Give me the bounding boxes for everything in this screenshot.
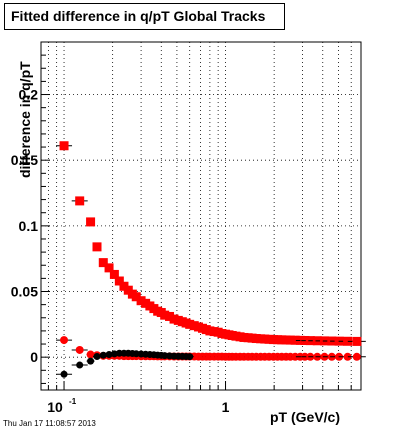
x-axis-label: pT (GeV/c) xyxy=(270,409,341,425)
data-point-circle xyxy=(76,361,84,369)
data-point-square xyxy=(86,217,96,227)
data-point-circle xyxy=(186,353,194,361)
data-point-circle xyxy=(60,336,69,345)
y-axis-label: difference in q/pT xyxy=(17,61,33,178)
data-point-square xyxy=(136,296,146,306)
timestamp: Thu Jan 17 11:08:57 2013 xyxy=(3,419,96,428)
y-tick-label: 0 xyxy=(30,349,38,365)
data-point-square xyxy=(352,336,362,346)
data-point-square xyxy=(160,310,170,320)
data-point-circle xyxy=(93,353,101,361)
data-point-square xyxy=(114,276,124,286)
x-tick-label: 1 xyxy=(222,399,230,415)
data-point-circle xyxy=(86,350,95,359)
y-tick-label: 0.2 xyxy=(19,87,39,103)
x-tick-label-exponent: -1 xyxy=(69,397,77,406)
data-point-circle xyxy=(87,357,95,365)
data-point-circle xyxy=(343,352,352,361)
plot-frame xyxy=(40,41,362,391)
data-point-circle xyxy=(60,370,68,378)
data-point-square xyxy=(109,269,119,279)
data-point-square xyxy=(131,292,141,302)
y-tick-label: 0.05 xyxy=(11,284,38,300)
data-point-square xyxy=(98,258,108,268)
data-point-circle xyxy=(75,345,84,354)
x-tick-label: 10 xyxy=(47,399,63,415)
data-point-square xyxy=(290,335,300,345)
data-point-square xyxy=(75,196,85,206)
data-point-circle xyxy=(352,352,361,361)
data-point-square xyxy=(343,336,353,346)
data-point-square xyxy=(285,335,295,345)
data-point-square xyxy=(185,319,195,329)
data-point-circle xyxy=(105,351,113,359)
data-point-square xyxy=(104,263,114,273)
data-point-square xyxy=(92,242,102,252)
y-tick-label: 0.15 xyxy=(11,152,38,168)
chart-title: Fitted difference in q/pT Global Tracks xyxy=(4,3,285,30)
data-point-circle xyxy=(99,351,107,359)
data-point-square xyxy=(59,141,69,151)
y-tick-label: 0.1 xyxy=(19,218,39,234)
data-point-square xyxy=(165,311,175,321)
